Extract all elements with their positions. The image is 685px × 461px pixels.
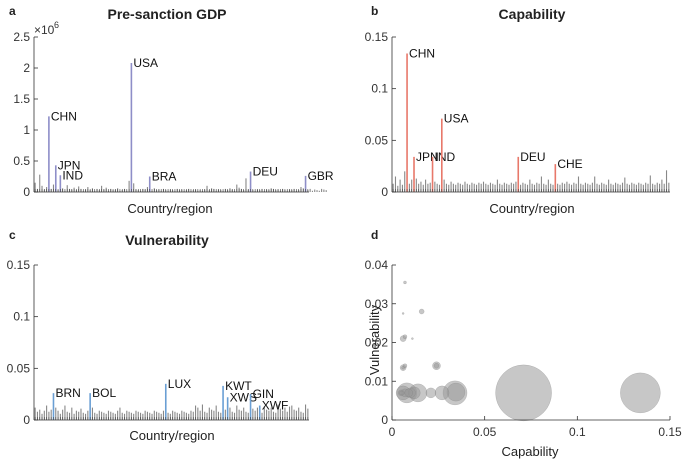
y-tick-label: 2 xyxy=(23,61,30,75)
scatter-point xyxy=(446,382,466,402)
bar-label-usa: USA xyxy=(444,112,469,126)
panel-a-xlabel: Country/region xyxy=(127,201,212,216)
panel-b-title: Capability xyxy=(499,6,566,22)
scatter-point xyxy=(620,372,661,414)
bar-label-jpn: JPN xyxy=(58,158,81,172)
panel-b-xlabel: Country/region xyxy=(489,201,574,216)
y-tick-label: 0 xyxy=(23,185,30,199)
bar-label-bra: BRA xyxy=(152,170,177,184)
panel-a-exponent-base: ×10 xyxy=(34,23,55,37)
panel-a-exponent-power: 6 xyxy=(54,20,59,30)
bar-label-chn: CHN xyxy=(409,47,435,61)
bar-label-deu: DEU xyxy=(253,165,278,179)
scatter-point xyxy=(418,308,425,315)
bar-label-ind: IND xyxy=(62,168,83,182)
y-tick-label: 0 xyxy=(381,185,388,199)
y-tick-label: 0 xyxy=(381,413,388,427)
x-tick-label: 0.1 xyxy=(569,425,586,439)
y-tick-label: 0.5 xyxy=(13,154,30,168)
scatter-point xyxy=(403,280,407,285)
scatter-point xyxy=(434,385,450,401)
bar-label-gbr: GBR xyxy=(308,169,334,183)
y-tick-label: 0.03 xyxy=(365,297,389,311)
panel-d-xlabel: Capability xyxy=(501,444,559,459)
panel-a-letter: a xyxy=(9,4,16,18)
bar-label-chn: CHN xyxy=(51,109,77,123)
scatter-point xyxy=(411,337,414,340)
x-tick-label: 0.15 xyxy=(658,425,682,439)
y-tick-label: 1.5 xyxy=(13,92,30,106)
y-tick-label: 0.05 xyxy=(7,361,31,375)
bar-label-lux: LUX xyxy=(168,377,191,391)
y-tick-label: 0.15 xyxy=(7,258,31,272)
scatter-point xyxy=(495,364,552,422)
y-tick-label: 0.15 xyxy=(365,30,389,44)
panel-b-capability-chart: b Capability CHNJPNINDUSADEUCHE00.050.10… xyxy=(365,4,670,216)
y-tick-label: 0.04 xyxy=(365,258,389,272)
y-tick-label: 1 xyxy=(23,123,30,137)
x-tick-label: 0.05 xyxy=(473,425,497,439)
bar-label-brn: BRN xyxy=(55,386,80,400)
panel-d-scatter-chart: d 0 0.05 0.1 0.15 0 0.01 0.02 0.03 0.04 Capabili… xyxy=(365,228,682,459)
scatter-point xyxy=(401,365,405,370)
scatter-point xyxy=(433,363,440,369)
panel-c-xlabel: Country/region xyxy=(129,428,214,443)
panel-b-letter: b xyxy=(371,4,378,18)
bar-label-xwf: XWF xyxy=(262,399,289,413)
panel-c-title: Vulnerability xyxy=(125,232,209,248)
bar-label-kwt: KWT xyxy=(225,379,252,393)
panel-d-letter: d xyxy=(371,228,378,242)
panel-c-letter: c xyxy=(9,228,16,242)
y-tick-label: 0.1 xyxy=(371,82,388,96)
y-tick-label: 0 xyxy=(23,413,30,427)
bar-label-gin: GIN xyxy=(253,387,274,401)
y-tick-label: 0.05 xyxy=(365,133,389,147)
bar-label-usa: USA xyxy=(133,56,158,70)
scatter-point xyxy=(401,312,405,315)
y-tick-label: 2.5 xyxy=(13,30,30,44)
y-tick-label: 0.01 xyxy=(365,374,389,388)
x-tick-label: 0 xyxy=(389,425,396,439)
scatter-point xyxy=(425,387,437,399)
panel-a-title: Pre-sanction GDP xyxy=(107,6,226,22)
y-tick-label: 0.02 xyxy=(365,336,389,350)
scatter-point xyxy=(404,388,413,398)
scatter-point xyxy=(402,334,408,339)
scatter-point xyxy=(399,390,404,396)
bar-label-deu: DEU xyxy=(520,150,545,164)
y-tick-label: 0.1 xyxy=(13,310,30,324)
bar-label-bol: BOL xyxy=(92,386,116,400)
panel-d-ylabel: Vulnerability xyxy=(367,304,382,375)
bar-label-ind: IND xyxy=(435,150,456,164)
bar-label-che: CHE xyxy=(557,157,582,171)
